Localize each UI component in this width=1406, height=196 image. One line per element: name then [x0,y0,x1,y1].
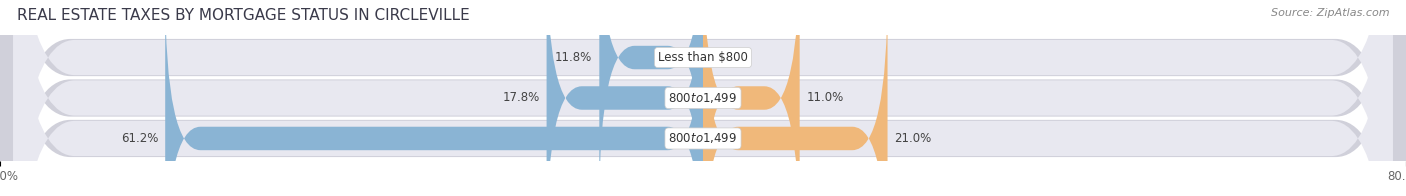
Text: Less than $800: Less than $800 [658,51,748,64]
Text: 61.2%: 61.2% [121,132,159,145]
FancyBboxPatch shape [13,0,1393,196]
Text: 21.0%: 21.0% [894,132,932,145]
Text: $800 to $1,499: $800 to $1,499 [668,91,738,105]
FancyBboxPatch shape [13,0,1393,196]
FancyBboxPatch shape [703,0,800,196]
Text: Source: ZipAtlas.com: Source: ZipAtlas.com [1271,8,1389,18]
FancyBboxPatch shape [13,0,1393,196]
Text: REAL ESTATE TAXES BY MORTGAGE STATUS IN CIRCLEVILLE: REAL ESTATE TAXES BY MORTGAGE STATUS IN … [17,8,470,23]
FancyBboxPatch shape [703,0,887,196]
Text: 0.0%: 0.0% [710,51,740,64]
Text: 11.8%: 11.8% [555,51,592,64]
Text: 17.8%: 17.8% [502,92,540,104]
Text: $800 to $1,499: $800 to $1,499 [668,132,738,145]
FancyBboxPatch shape [166,0,703,196]
Text: 11.0%: 11.0% [807,92,844,104]
FancyBboxPatch shape [547,0,703,196]
FancyBboxPatch shape [599,0,703,196]
